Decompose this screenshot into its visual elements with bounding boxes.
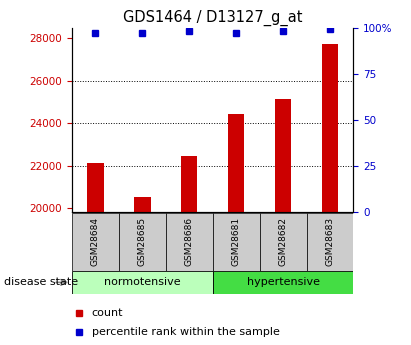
Title: GDS1464 / D13127_g_at: GDS1464 / D13127_g_at (123, 10, 302, 26)
Bar (228, 114, 245, 212)
Bar (119, 213, 166, 271)
Bar (307, 213, 353, 271)
Bar (260, 213, 307, 271)
Bar (72, 213, 119, 271)
Bar (275, 99, 291, 212)
Text: disease state: disease state (4, 277, 78, 287)
Bar (72, 271, 213, 294)
Text: GSM28684: GSM28684 (91, 217, 100, 266)
Text: hypertensive: hypertensive (247, 277, 320, 287)
Text: normotensive: normotensive (104, 277, 180, 287)
Text: GSM28682: GSM28682 (279, 217, 288, 266)
Text: GSM28683: GSM28683 (326, 217, 335, 266)
Text: count: count (92, 308, 123, 318)
Bar (213, 271, 353, 294)
Text: GSM28686: GSM28686 (185, 217, 194, 266)
Bar (134, 197, 150, 212)
Text: GSM28681: GSM28681 (232, 217, 241, 266)
Bar (322, 43, 338, 212)
Bar (166, 213, 213, 271)
Bar (181, 156, 197, 212)
Bar (213, 213, 260, 271)
Bar (87, 164, 104, 212)
Text: GSM28685: GSM28685 (138, 217, 147, 266)
Text: percentile rank within the sample: percentile rank within the sample (92, 327, 279, 337)
